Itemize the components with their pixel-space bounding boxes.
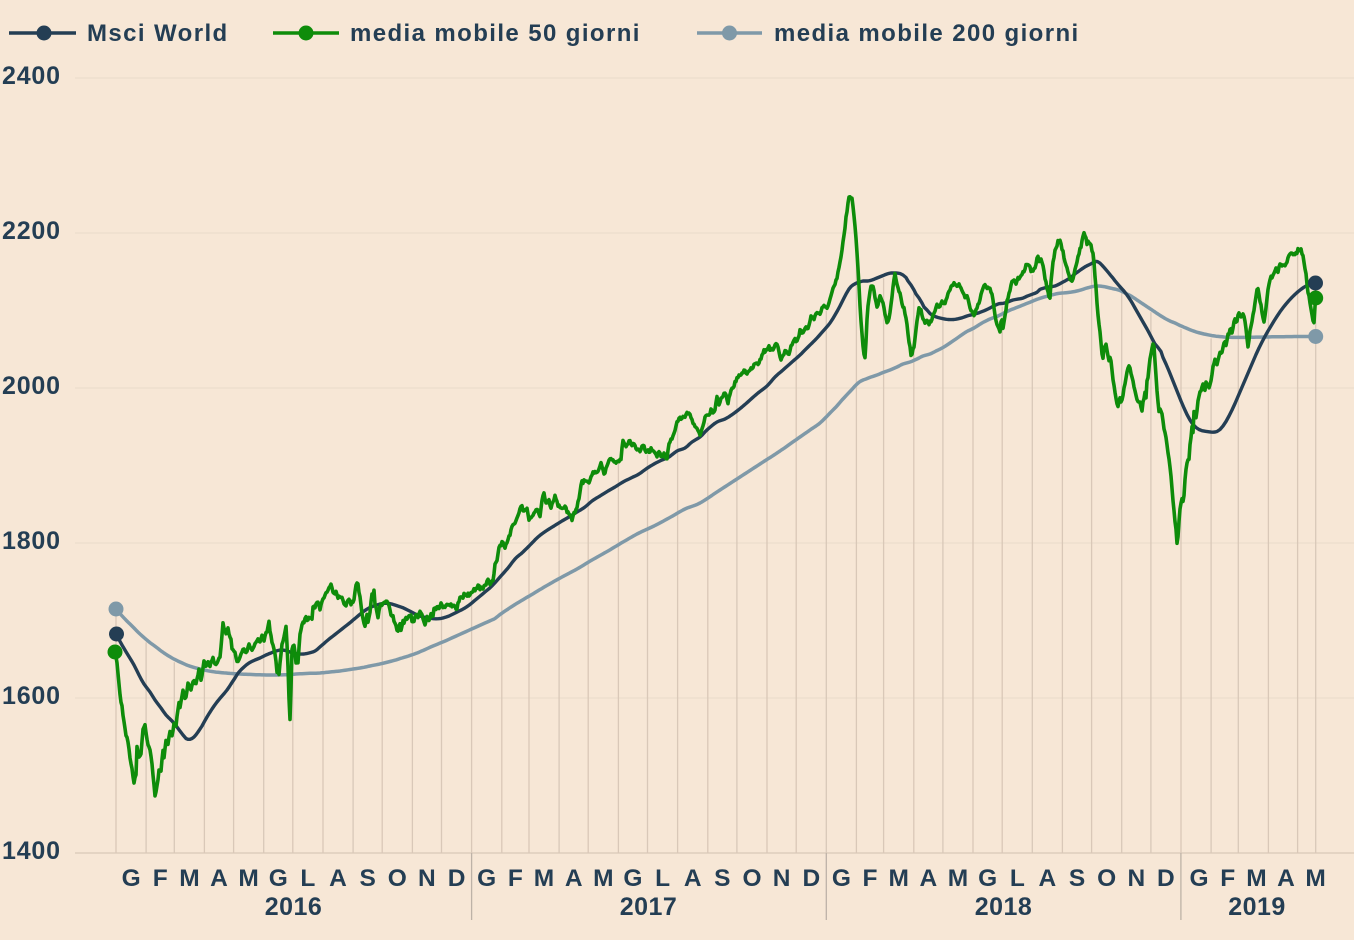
svg-text:2400: 2400	[2, 62, 61, 90]
svg-text:A: A	[919, 865, 937, 892]
svg-text:L: L	[1010, 865, 1025, 892]
svg-text:M: M	[948, 865, 968, 892]
svg-text:2200: 2200	[2, 217, 61, 245]
svg-text:M: M	[1305, 865, 1325, 892]
svg-text:G: G	[122, 865, 141, 892]
svg-text:L: L	[300, 865, 315, 892]
svg-text:2000: 2000	[2, 372, 61, 400]
svg-text:A: A	[1039, 865, 1057, 892]
svg-text:G: G	[269, 865, 288, 892]
svg-text:S: S	[714, 865, 730, 892]
svg-text:N: N	[1127, 865, 1145, 892]
svg-text:2018: 2018	[975, 893, 1033, 921]
svg-text:S: S	[1069, 865, 1085, 892]
svg-text:F: F	[863, 865, 878, 892]
svg-text:2016: 2016	[265, 893, 323, 921]
svg-text:G: G	[1189, 865, 1208, 892]
svg-text:A: A	[1277, 865, 1295, 892]
svg-text:M: M	[593, 865, 613, 892]
svg-text:M: M	[238, 865, 258, 892]
svg-text:O: O	[388, 865, 407, 892]
svg-text:Msci World: Msci World	[87, 20, 229, 47]
svg-text:M: M	[1246, 865, 1266, 892]
svg-text:D: D	[448, 865, 466, 892]
svg-text:A: A	[210, 865, 228, 892]
svg-text:G: G	[477, 865, 496, 892]
svg-text:N: N	[418, 865, 436, 892]
svg-text:2017: 2017	[620, 893, 678, 921]
svg-text:O: O	[1097, 865, 1116, 892]
svg-text:S: S	[360, 865, 376, 892]
svg-text:F: F	[153, 865, 168, 892]
svg-text:A: A	[565, 865, 583, 892]
svg-text:media mobile 50 giorni: media mobile 50 giorni	[350, 20, 641, 47]
svg-text:A: A	[329, 865, 347, 892]
svg-text:N: N	[773, 865, 791, 892]
svg-text:G: G	[623, 865, 642, 892]
svg-text:F: F	[1220, 865, 1235, 892]
svg-text:F: F	[508, 865, 523, 892]
svg-text:M: M	[534, 865, 554, 892]
svg-text:G: G	[978, 865, 997, 892]
svg-text:media mobile 200 giorni: media mobile 200 giorni	[774, 20, 1080, 47]
svg-text:2019: 2019	[1228, 893, 1286, 921]
svg-text:O: O	[742, 865, 761, 892]
svg-text:L: L	[655, 865, 670, 892]
svg-text:A: A	[684, 865, 702, 892]
svg-text:D: D	[802, 865, 820, 892]
svg-text:D: D	[1157, 865, 1175, 892]
svg-text:M: M	[179, 865, 199, 892]
svg-text:G: G	[832, 865, 851, 892]
svg-text:1600: 1600	[2, 682, 61, 710]
svg-text:1800: 1800	[2, 527, 61, 555]
svg-text:1400: 1400	[2, 837, 61, 865]
svg-text:M: M	[888, 865, 908, 892]
